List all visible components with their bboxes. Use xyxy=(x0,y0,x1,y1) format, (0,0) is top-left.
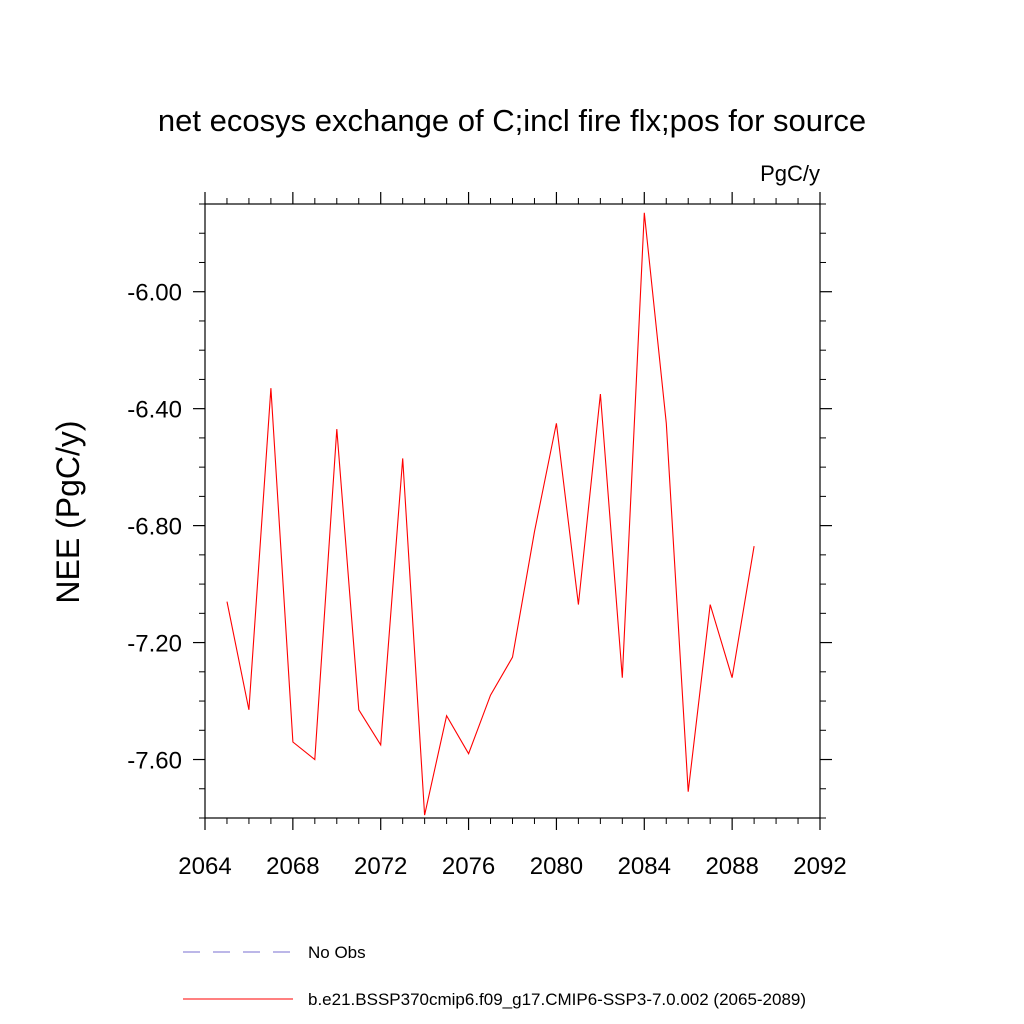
series-line xyxy=(226,212,755,816)
x-tick-label: 2076 xyxy=(442,853,495,880)
series-lines xyxy=(226,212,755,816)
x-tick-label: 2088 xyxy=(705,853,758,880)
y-tick-label: -6.80 xyxy=(127,514,182,541)
y-tick-labels: -7.60 -7.20 -6.80 -6.40 -6.00 xyxy=(127,280,182,775)
y-tick-label: -6.40 xyxy=(127,397,182,424)
y-tick-label: -7.60 xyxy=(127,748,182,775)
x-tick-label: 2092 xyxy=(793,853,846,880)
y-tick-label: -6.00 xyxy=(127,280,182,307)
chart-title: net ecosys exchange of C;incl fire flx;p… xyxy=(158,103,866,138)
x-tick-label: 2084 xyxy=(618,853,671,880)
x-tick-label: 2064 xyxy=(178,853,231,880)
y-tick-label: -7.20 xyxy=(127,631,182,658)
x-tick-labels: 2064 2068 2072 2076 2080 2084 2088 2092 xyxy=(178,853,846,880)
legend-label: b.e21.BSSP370cmip6.f09_g17.CMIP6-SSP3-7.… xyxy=(308,990,806,1009)
x-tick-label: 2068 xyxy=(266,853,319,880)
y-axis-label: NEE (PgC/y) xyxy=(50,420,86,603)
legend: No Obs b.e21.BSSP370cmip6.f09_g17.CMIP6-S… xyxy=(183,943,806,1009)
x-tick-label: 2072 xyxy=(354,853,407,880)
units-label: PgC/y xyxy=(760,161,820,186)
x-tick-label: 2080 xyxy=(530,853,583,880)
major-ticks xyxy=(193,192,832,830)
legend-label: No Obs xyxy=(308,943,366,962)
minor-ticks xyxy=(199,198,826,824)
plot-frame xyxy=(204,203,821,819)
